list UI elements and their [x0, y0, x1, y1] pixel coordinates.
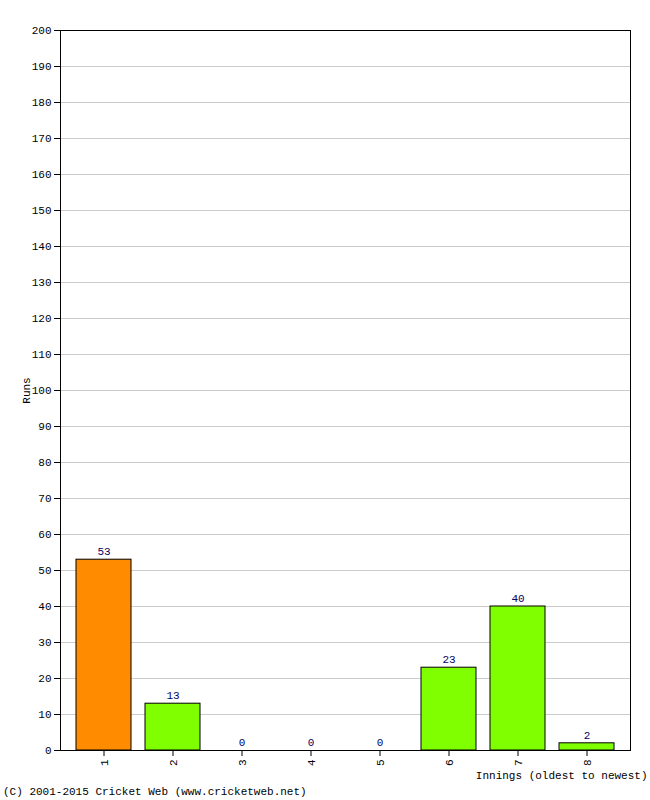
- svg-text:120: 120: [32, 313, 52, 325]
- svg-text:40: 40: [511, 593, 524, 605]
- svg-text:8: 8: [582, 760, 594, 767]
- svg-text:190: 190: [32, 61, 52, 73]
- svg-text:70: 70: [38, 493, 51, 505]
- svg-text:130: 130: [32, 277, 52, 289]
- svg-text:180: 180: [32, 97, 52, 109]
- svg-text:200: 200: [32, 25, 52, 37]
- svg-text:0: 0: [45, 745, 52, 757]
- svg-text:23: 23: [442, 654, 455, 666]
- svg-text:6: 6: [444, 760, 456, 767]
- svg-text:30: 30: [38, 637, 51, 649]
- svg-text:Runs: Runs: [21, 377, 33, 403]
- svg-text:53: 53: [97, 546, 110, 558]
- svg-text:0: 0: [377, 737, 384, 749]
- svg-text:40: 40: [38, 601, 51, 613]
- svg-text:13: 13: [166, 690, 179, 702]
- html-text:(C) 2001-2015 Cricket Web (www: (C) 2001-2015 Cricket Web (www.cricketwe…: [3, 786, 307, 798]
- svg-text:160: 160: [32, 169, 52, 181]
- svg-text:2: 2: [168, 760, 180, 767]
- svg-text:1: 1: [99, 759, 111, 766]
- svg-text:2: 2: [584, 730, 591, 742]
- svg-text:4: 4: [306, 759, 318, 766]
- svg-text:80: 80: [38, 457, 51, 469]
- svg-text:50: 50: [38, 565, 51, 577]
- svg-text:90: 90: [38, 421, 51, 433]
- svg-text:170: 170: [32, 133, 52, 145]
- svg-text:140: 140: [32, 241, 52, 253]
- svg-text:60: 60: [38, 529, 51, 541]
- svg-text:5: 5: [375, 760, 387, 767]
- svg-text:110: 110: [32, 349, 52, 361]
- svg-text:20: 20: [38, 673, 51, 685]
- svg-text:Innings (oldest to newest): Innings (oldest to newest): [476, 770, 648, 782]
- svg-text:150: 150: [32, 205, 52, 217]
- svg-text:0: 0: [239, 737, 246, 749]
- svg-text:100: 100: [32, 385, 52, 397]
- svg-text:3: 3: [237, 760, 249, 767]
- svg-text:7: 7: [513, 760, 525, 767]
- svg-text:10: 10: [38, 709, 51, 721]
- svg-text:0: 0: [308, 737, 315, 749]
